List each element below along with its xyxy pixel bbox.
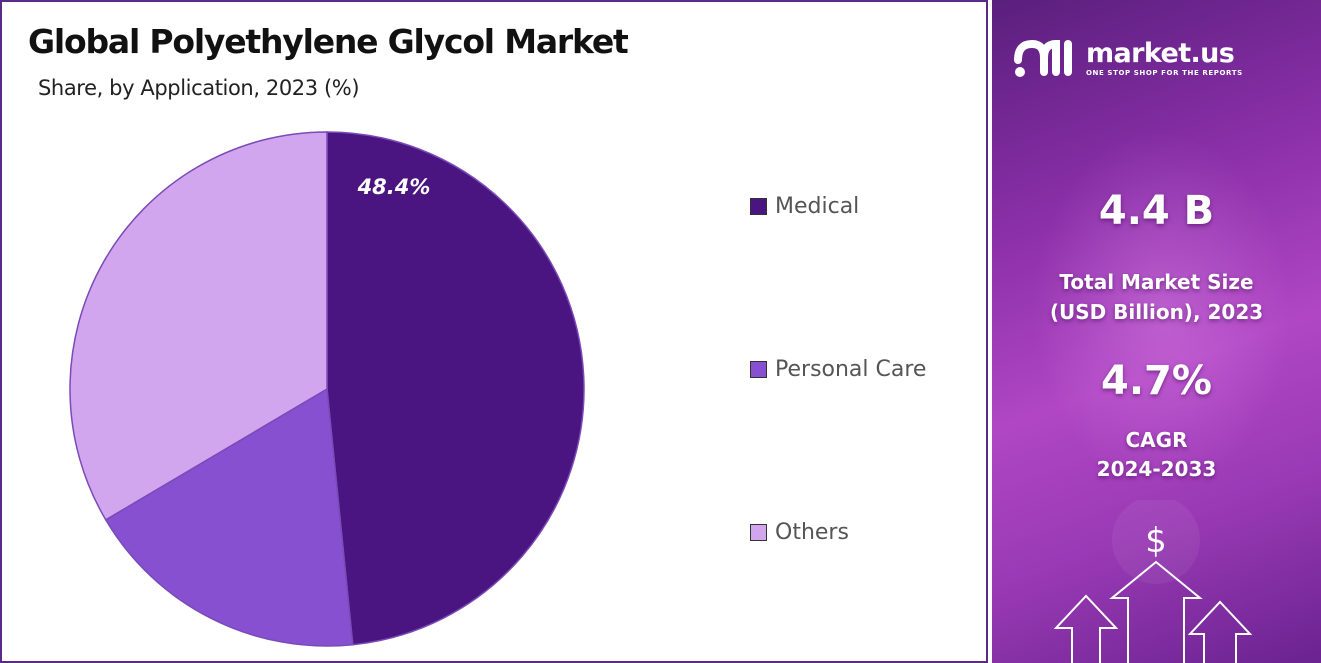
background-glow bbox=[1032, 130, 1292, 490]
summary-panel: market.us ONE STOP SHOP FOR THE REPORTS … bbox=[992, 0, 1321, 663]
pie-slice-medical bbox=[326, 131, 585, 646]
chart-panel: Global Polyethylene Glycol Market Share,… bbox=[0, 0, 988, 663]
logo-tagline: ONE STOP SHOP FOR THE REPORTS bbox=[1086, 68, 1243, 77]
legend-item-others: Others bbox=[750, 520, 849, 545]
legend-label-medical: Medical bbox=[775, 194, 860, 219]
legend-item-personal-care: Personal Care bbox=[750, 357, 926, 382]
data-label-medical: 48.4% bbox=[357, 175, 431, 199]
chart-title: Global Polyethylene Glycol Market bbox=[28, 22, 629, 61]
pie-chart: 48.4% bbox=[69, 131, 585, 647]
legend-label-personal-care: Personal Care bbox=[775, 357, 927, 382]
cagr-period: 2024-2033 bbox=[1096, 457, 1217, 481]
legend-swatch-medical bbox=[750, 198, 767, 215]
cagr-label: CAGR bbox=[1125, 428, 1188, 452]
market-size-value: 4.4 B bbox=[1098, 188, 1215, 234]
legend-label-others: Others bbox=[775, 520, 849, 545]
market-size-label-line1: Total Market Size bbox=[1059, 270, 1254, 294]
legend-swatch-personal-care bbox=[750, 361, 767, 378]
pie-slice-personal-care bbox=[104, 387, 354, 647]
logo-name: market.us bbox=[1086, 37, 1235, 69]
pie-slice-others bbox=[69, 131, 328, 521]
legend-item-medical: Medical bbox=[750, 194, 859, 219]
brand-logo[interactable]: market.us ONE STOP SHOP FOR THE REPORTS bbox=[1014, 38, 1243, 78]
growth-arrows-icon: $ bbox=[1053, 500, 1253, 663]
market-size-label-line2: (USD Billion), 2023 bbox=[1049, 300, 1264, 324]
cagr-value: 4.7% bbox=[1101, 358, 1212, 404]
legend-swatch-others bbox=[750, 524, 767, 541]
market-us-logo-icon bbox=[1014, 39, 1072, 77]
chart-subtitle: Share, by Application, 2023 (%) bbox=[38, 76, 360, 100]
dollar-sign: $ bbox=[1145, 521, 1167, 561]
